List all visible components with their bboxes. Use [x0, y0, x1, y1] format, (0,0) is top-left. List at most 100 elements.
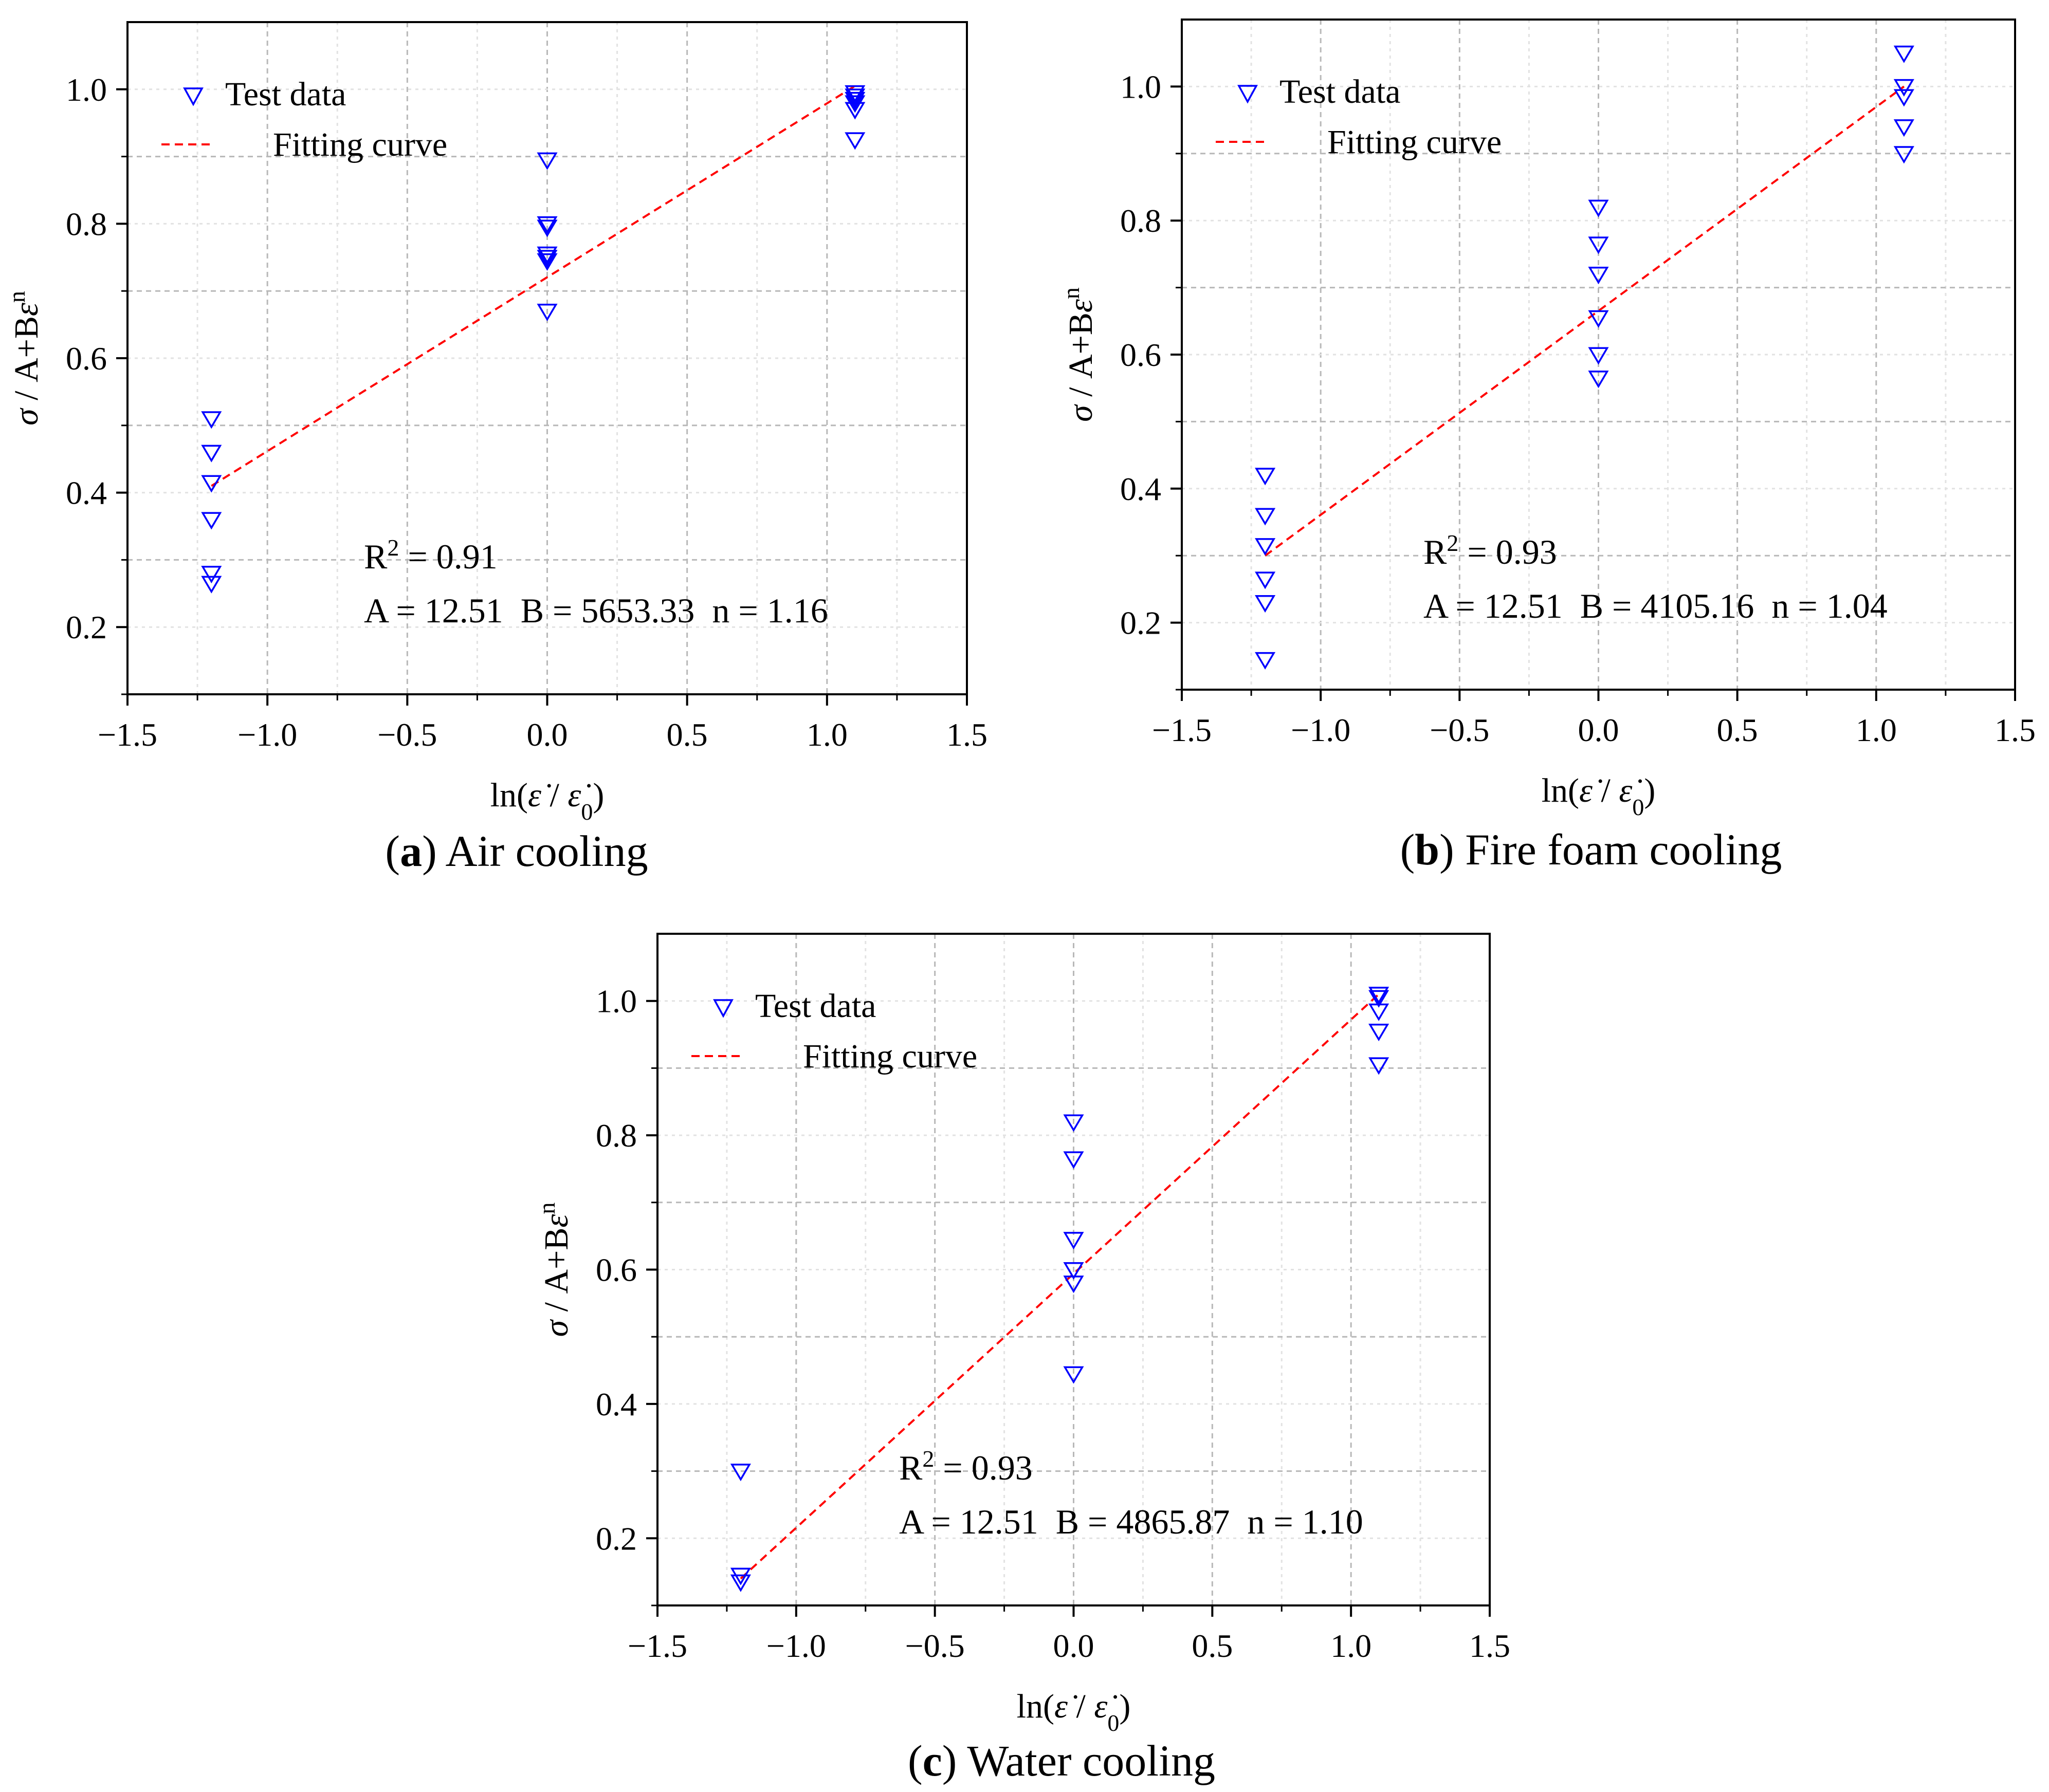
test-data-point — [1063, 1151, 1084, 1169]
x-tick-label: 0.0 — [1053, 1628, 1094, 1664]
x-tick-label: 0.5 — [1717, 712, 1758, 748]
test-data-point — [1255, 538, 1276, 556]
test-data-point — [1063, 1366, 1084, 1384]
x-axis-label: ln(ε̇ / ε̇0) — [1542, 772, 1656, 820]
test-data-point — [1588, 347, 1609, 365]
legend-label-fitting-curve: Fitting curve — [273, 126, 447, 163]
test-data-point — [1255, 508, 1276, 526]
test-data-point — [537, 250, 558, 268]
x-tick-label: 1.0 — [1856, 712, 1897, 748]
test-data-point — [1893, 79, 1914, 97]
legend-label-test-data: Test data — [225, 76, 346, 113]
test-data-point — [537, 219, 558, 237]
test-data-point — [201, 475, 222, 493]
test-data-point — [1588, 267, 1609, 285]
y-tick-label: 0.4 — [1120, 471, 1161, 507]
x-tick-label: −1.0 — [237, 716, 297, 753]
legend-label-test-data: Test data — [755, 987, 876, 1025]
fit-parameters-text: A = 12.51 B = 5653.33 n = 1.16 — [364, 591, 828, 630]
test-data-point — [845, 91, 866, 110]
legend-label-fitting-curve: Fitting curve — [803, 1038, 977, 1075]
x-tick-label: 0.5 — [1192, 1628, 1233, 1664]
legend-label-fitting-curve: Fitting curve — [1327, 123, 1502, 161]
test-data-point — [1588, 371, 1609, 389]
test-data-point — [1255, 571, 1276, 589]
test-data-point — [730, 1464, 751, 1482]
x-tick-label: −1.0 — [766, 1628, 826, 1664]
test-data-point — [201, 576, 222, 594]
x-tick-label: 0.0 — [527, 716, 568, 753]
test-data-point — [1588, 199, 1609, 217]
test-data-point — [1368, 990, 1389, 1008]
test-data-point — [1255, 468, 1276, 486]
x-tick-label: 1.5 — [1995, 712, 2036, 748]
test-data-point — [537, 303, 558, 322]
fit-parameters-text: A = 12.51 B = 4105.16 n = 1.04 — [1423, 586, 1888, 625]
y-tick-label: 0.2 — [1120, 605, 1161, 641]
panel-caption: (a) Air cooling — [385, 826, 648, 876]
x-axis-label: ln(ε̇ / ε̇0) — [490, 777, 605, 825]
y-tick-label: 0.6 — [596, 1252, 637, 1288]
fitting-curve-line — [211, 85, 856, 487]
chart-fire-foam-cooling: −1.5 −1.0 −0.5 0.0 0.5 1.0 1.5 0.2 0.4 0.6 0.8 1.0 l… — [1058, 19, 2036, 874]
test-data-point — [1893, 146, 1914, 164]
panel-caption: (c) Water cooling — [908, 1736, 1215, 1785]
y-axis-label: σ / A+Bεn — [4, 291, 46, 426]
test-data-point — [1063, 1262, 1084, 1280]
test-data-point — [1368, 1024, 1389, 1042]
test-data-point — [845, 132, 866, 150]
test-data-point — [1893, 89, 1914, 107]
y-tick-label: 1.0 — [66, 71, 107, 108]
x-tick-label: −1.0 — [1291, 712, 1350, 748]
y-tick-label: 1.0 — [596, 983, 637, 1020]
r-squared-text: R2 = 0.93 — [1423, 530, 1557, 572]
chart-air-cooling: −1.5 −1.0 −0.5 0.0 0.5 1.0 1.5 0.2 0.4 0.6 0.8 1.0 l… — [4, 21, 987, 876]
y-tick-label: 1.0 — [1120, 68, 1161, 105]
test-data-point — [1893, 45, 1914, 63]
x-tick-label: 0.0 — [1578, 712, 1619, 748]
y-tick-label: 0.8 — [596, 1117, 637, 1154]
test-data-point — [1588, 310, 1609, 328]
legend-marker-test-data — [1237, 85, 1258, 104]
r-squared-text: R2 = 0.91 — [364, 534, 498, 577]
y-tick-label: 0.8 — [1120, 202, 1161, 239]
test-data-point — [1368, 987, 1389, 1005]
x-axis-label: ln(ε̇ / ε̇0) — [1017, 1688, 1131, 1736]
fitting-curve-line — [1264, 85, 1905, 557]
test-data-point — [845, 102, 866, 120]
x-tick-label: −1.5 — [628, 1628, 687, 1664]
x-tick-label: 1.5 — [946, 716, 987, 753]
y-tick-label: 0.6 — [66, 340, 107, 377]
test-data-point — [1255, 595, 1276, 613]
panel-caption: (b) Fire foam cooling — [1400, 825, 1782, 874]
y-tick-label: 0.2 — [596, 1520, 637, 1557]
legend-marker-test-data — [713, 999, 734, 1018]
test-data-point — [537, 253, 558, 271]
test-data-point — [1063, 1114, 1084, 1132]
x-tick-label: 0.5 — [667, 716, 708, 753]
legend-label-test-data: Test data — [1279, 73, 1400, 110]
chart-water-cooling: −1.5 −1.0 −0.5 0.0 0.5 1.0 1.5 0.2 0.4 0.6 0.8 1.0 l… — [534, 933, 1510, 1785]
x-tick-label: −0.5 — [905, 1628, 965, 1664]
x-tick-label: −1.5 — [1152, 712, 1212, 748]
x-tick-label: −0.5 — [1430, 712, 1489, 748]
y-tick-label: 0.4 — [596, 1386, 637, 1422]
y-tick-label: 0.8 — [66, 206, 107, 242]
x-tick-label: 1.5 — [1469, 1628, 1510, 1664]
y-tick-label: 0.2 — [66, 609, 107, 645]
test-data-point — [537, 152, 558, 170]
test-data-point — [537, 216, 558, 234]
r-squared-text: R2 = 0.93 — [899, 1446, 1033, 1488]
test-data-point — [1255, 652, 1276, 670]
fit-parameters-text: A = 12.51 B = 4865.87 n = 1.10 — [899, 1502, 1363, 1541]
x-tick-label: 1.0 — [807, 716, 848, 753]
y-axis-label: σ / A+Bεn — [534, 1203, 576, 1337]
x-tick-label: 1.0 — [1330, 1628, 1371, 1664]
y-tick-label: 0.6 — [1120, 337, 1161, 373]
test-data-point — [1588, 236, 1609, 254]
test-data-point — [1368, 1057, 1389, 1075]
y-axis-label: σ / A+Bεn — [1058, 287, 1100, 422]
legend-marker-test-data — [183, 87, 204, 106]
test-data-point — [730, 1574, 751, 1592]
